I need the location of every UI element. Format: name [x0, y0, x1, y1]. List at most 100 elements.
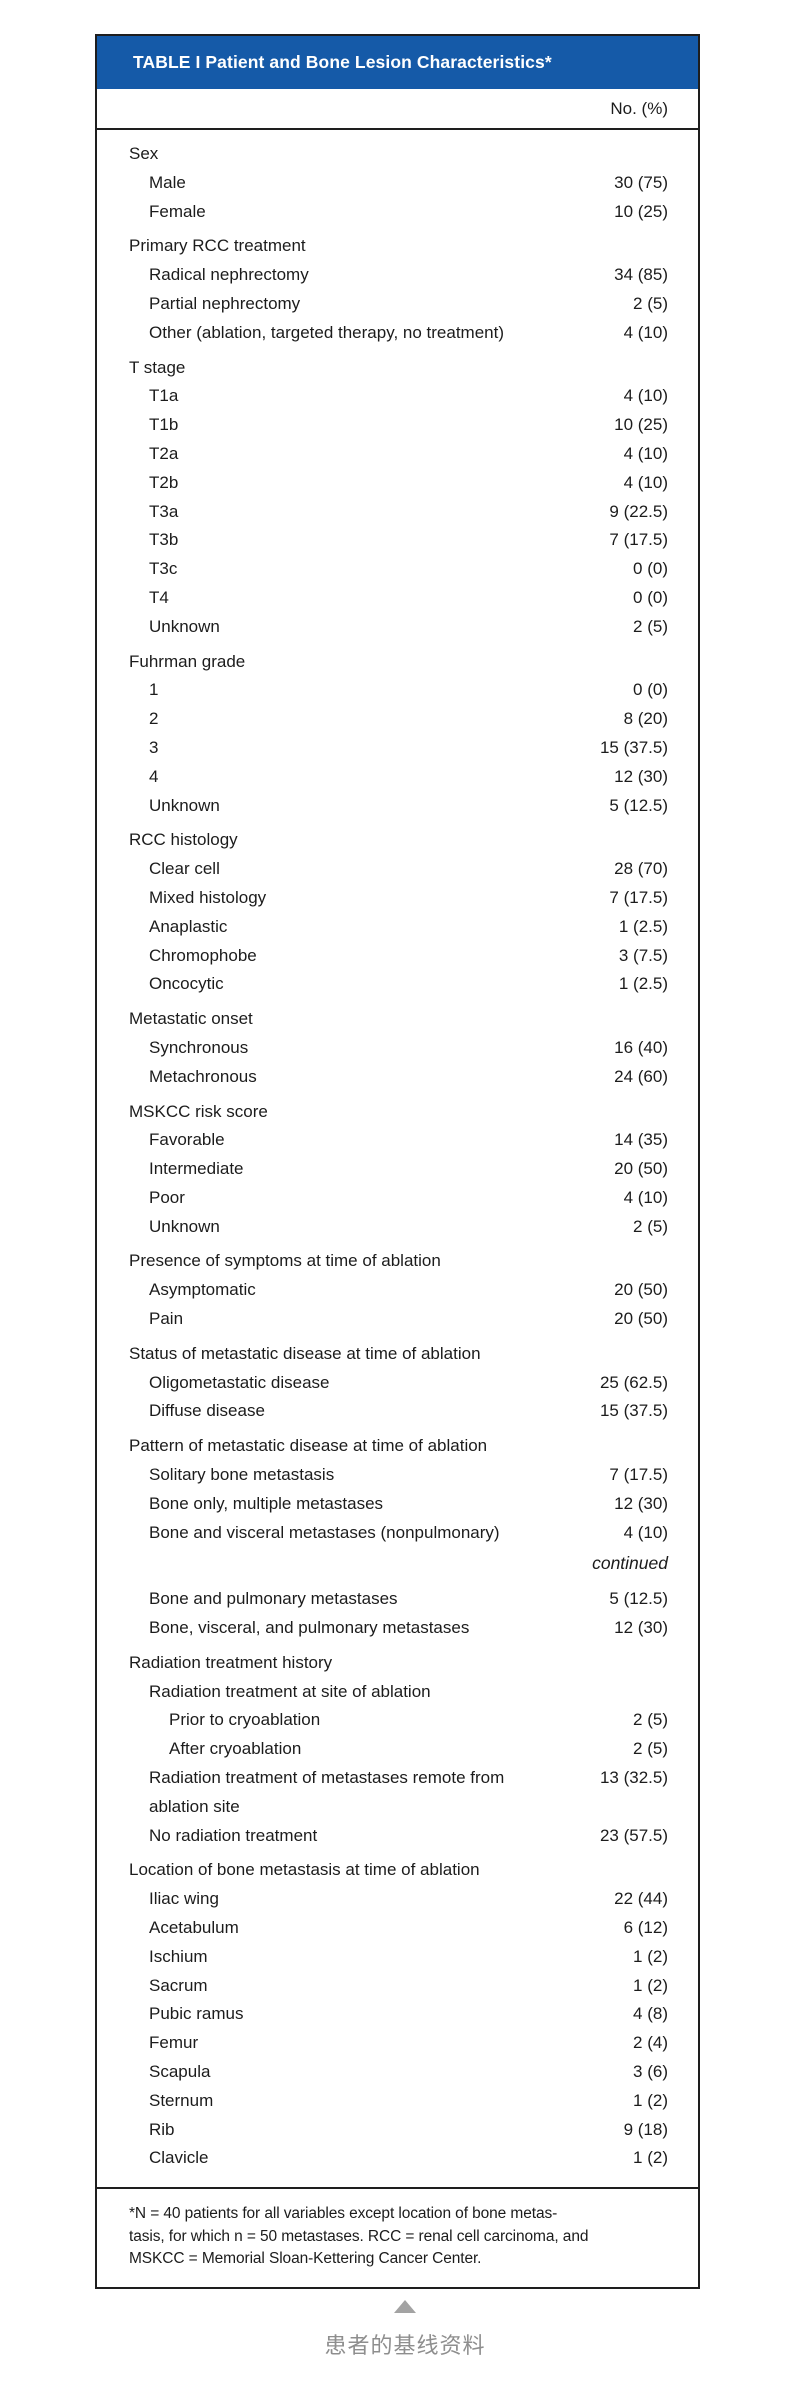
figure-caption: 患者的基线资料: [10, 2300, 800, 2360]
row-value: 3 (6): [633, 2062, 668, 2081]
section-header-row: Fuhrman grade: [129, 648, 668, 677]
table-row: T1b 10 (25): [129, 411, 668, 440]
row-label: Anaplastic: [149, 916, 228, 936]
row-label: Metachronous: [149, 1066, 257, 1086]
row-label: Bone, visceral, and pulmonary metastases: [149, 1618, 470, 1638]
table-row: No radiation treatment 23 (57.5): [129, 1822, 668, 1851]
row-label: Asymptomatic: [149, 1280, 256, 1300]
table-section: MSKCC risk score Favorable 14 (35) Intermed…: [129, 1098, 668, 1242]
row-label: Pain: [149, 1309, 184, 1329]
table-row: T4 0 (0): [129, 584, 668, 613]
row-label: After cryoablation: [169, 1739, 302, 1759]
row-value: 2 (5): [633, 1710, 668, 1730]
table-row: Synchronous 16 (40): [129, 1034, 668, 1063]
table-row: Sternum 1 (2): [129, 2087, 668, 2116]
row-label: Radiation treatment at site of ablation: [149, 1681, 431, 1701]
section-header-row: Radiation treatment history: [129, 1649, 668, 1678]
row-value: 14 (35): [614, 1130, 668, 1150]
row-label: Intermediate: [149, 1159, 244, 1179]
table-row: 3 15 (37.5): [129, 734, 668, 763]
row-label: Sacrum: [149, 1975, 208, 1995]
row-value: 7 (17.5): [609, 530, 668, 550]
table-row: After cryoablation 2 (5): [129, 1735, 668, 1764]
row-value: 7 (17.5): [609, 1465, 668, 1485]
table-body: Sex Male 30 (75) Female 10 (25) Primary RCC t…: [97, 130, 698, 2187]
row-value: 22 (44): [614, 1889, 668, 1909]
row-label: 2: [149, 709, 159, 729]
row-value: 6 (12): [623, 1918, 668, 1938]
table-row: Unknown 5 (12.5): [129, 792, 668, 821]
row-value: 4 (10): [623, 1522, 668, 1542]
row-value: 4 (10): [623, 322, 668, 342]
row-label: T1b: [149, 415, 179, 435]
table-row: Mixed histology 7 (17.5): [129, 884, 668, 913]
table-row: Favorable 14 (35): [129, 1126, 668, 1155]
table-row: Oncocytic 1 (2.5): [129, 970, 668, 999]
row-label: Unknown: [149, 616, 220, 636]
table-row: T3c 0 (0): [129, 555, 668, 584]
table-row: Poor 4 (10): [129, 1184, 668, 1213]
row-value: 5 (12.5): [609, 1589, 668, 1609]
table-row: Bone only, multiple metastases 12 (30): [129, 1490, 668, 1519]
table-row: Ischium 1 (2): [129, 1943, 668, 1972]
section-label: Location of bone metastasis at time of a…: [129, 1860, 480, 1880]
table-row: Scapula 3 (6): [129, 2058, 668, 2087]
row-value: 28 (70): [614, 859, 668, 879]
table-row: T2b 4 (10): [129, 469, 668, 498]
row-label: No radiation treatment: [149, 1825, 318, 1845]
row-label: T1a: [149, 386, 179, 406]
row-value: 5 (12.5): [609, 795, 668, 815]
table-row: Partial nephrectomy 2 (5): [129, 290, 668, 319]
row-value: 10 (25): [614, 415, 668, 435]
row-value: 20 (50): [614, 1159, 668, 1179]
column-header-row: No. (%): [97, 89, 698, 130]
row-label: Bone only, multiple metastases: [149, 1493, 384, 1513]
row-value: 4 (10): [623, 386, 668, 406]
row-label: Oncocytic: [149, 974, 224, 994]
row-label: Mixed histology: [149, 887, 267, 907]
row-label: Pubic ramus: [149, 2004, 244, 2024]
table-row: Intermediate 20 (50): [129, 1155, 668, 1184]
row-value: 3 (7.5): [618, 945, 668, 965]
footnote: *N = 40 patients for all variables excep…: [97, 2187, 698, 2287]
table-row: Iliac wing 22 (44): [129, 1885, 668, 1914]
row-value: 4 (10): [623, 443, 668, 463]
row-label: Solitary bone metastasis: [149, 1465, 335, 1485]
row-label: Prior to cryoablation: [169, 1710, 321, 1730]
table-row: T1a 4 (10): [129, 382, 668, 411]
row-value: 24 (60): [614, 1066, 668, 1086]
section-header-row: RCC histology: [129, 826, 668, 855]
section-label: Primary RCC treatment: [129, 236, 306, 256]
table-section: Radiation treatment history Radiation tre…: [129, 1649, 668, 1851]
row-label: Scapula: [149, 2062, 211, 2081]
row-value: 15 (37.5): [599, 737, 668, 757]
table-row: T3b 7 (17.5): [129, 526, 668, 555]
table-row: Metachronous 24 (60): [129, 1063, 668, 1092]
row-label: T3b: [149, 530, 179, 550]
section-label: Status of metastatic disease at time of …: [129, 1343, 481, 1363]
table-row: Pain 20 (50): [129, 1305, 668, 1334]
section-header-row: Sex: [129, 140, 668, 169]
row-label: Unknown: [149, 1216, 220, 1236]
row-label: Femur: [149, 2033, 199, 2053]
triangle-up-icon: [394, 2300, 416, 2313]
table-row: Bone and pulmonary metastases 5 (12.5): [129, 1585, 668, 1614]
table-row: Bone, visceral, and pulmonary metastases…: [129, 1614, 668, 1643]
row-label: Male: [149, 172, 186, 192]
row-label: Poor: [149, 1187, 185, 1207]
table-row: Clavicle 1 (2): [129, 2144, 668, 2173]
row-label: Synchronous: [149, 1037, 249, 1057]
row-label: T3c: [149, 559, 178, 579]
table-row: Sacrum 1 (2): [129, 1972, 668, 2001]
row-value: 4 (10): [623, 472, 668, 492]
table-row: 2 8 (20): [129, 705, 668, 734]
table-section: Location of bone metastasis at time of a…: [129, 1856, 668, 2173]
row-value: 12 (30): [614, 766, 668, 786]
table-row: Radical nephrectomy 34 (85): [129, 261, 668, 290]
row-label: Bone and visceral metastases (nonpulmona…: [149, 1522, 500, 1542]
row-label: T4: [149, 587, 169, 607]
row-label: Other (ablation, targeted therapy, no tr…: [149, 322, 504, 342]
section-label: Presence of symptoms at time of ablation: [129, 1251, 441, 1271]
row-value: 12 (30): [614, 1493, 668, 1513]
row-value: 1 (2.5): [618, 916, 668, 936]
